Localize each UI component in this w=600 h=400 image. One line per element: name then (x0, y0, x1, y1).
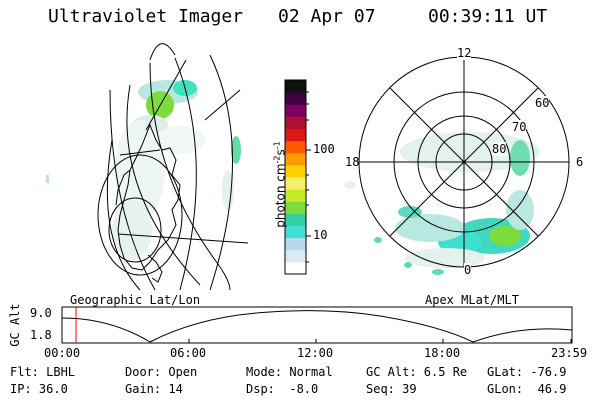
colorbar-segment (285, 80, 306, 93)
colorbar-unit-exp1: -2 (272, 155, 282, 164)
lat-label-60: 60 (535, 96, 550, 110)
colorbar-segment (285, 140, 306, 154)
info-glon: GLon: 46.9 (487, 382, 567, 396)
polar-plot (344, 56, 570, 275)
colorbar-segment (285, 177, 306, 190)
info-mode: Mode: Normal (246, 365, 333, 379)
time-label: 00:39:11 UT (428, 6, 548, 27)
colorbar-segment (285, 104, 306, 117)
aurora-emission-polar (344, 132, 540, 275)
mlt-label-6: 6 (576, 155, 584, 169)
timeline-y-max: 9.0 (30, 306, 52, 320)
lat-label-70: 70 (512, 120, 527, 134)
timeline-y-min: 1.8 (30, 328, 52, 342)
aurora-emission-left (46, 80, 241, 260)
apex-panel-label: Apex MLat/MLT (425, 293, 519, 307)
info-seq: Seq: 39 (366, 382, 417, 396)
colorbar-unit-label: photon cm-2s-1 (273, 125, 288, 245)
timeline-x-0000: 00:00 (44, 346, 81, 360)
geographic-panel-label: Geographic Lat/Lon (70, 293, 201, 307)
date-label: 02 Apr 07 (278, 6, 376, 27)
info-filter: Flt: LBHL (10, 365, 76, 379)
info-gc-alt: GC Alt: 6.5 Re (366, 365, 468, 379)
timeline-axis-label: GC Alt (8, 303, 22, 347)
colorbar-segment (285, 237, 306, 251)
altitude-timeline (61, 306, 573, 344)
info-door: Door: Open (125, 365, 198, 379)
colorbar-segment (285, 116, 306, 130)
info-ip: IP: 36.0 (10, 382, 68, 396)
colorbar-segment (285, 261, 306, 275)
colorbar-segment (285, 249, 306, 263)
lat-label-80: 80 (492, 142, 507, 156)
colorbar-tick-100: 100 (313, 142, 335, 156)
colorbar-segment (285, 201, 306, 214)
instrument-title: Ultraviolet Imager (48, 6, 244, 27)
geographic-map (46, 43, 249, 291)
colorbar-tick-10: 10 (313, 228, 328, 242)
colorbar-segment (285, 164, 306, 178)
info-dsp: Dsp: -8.0 (246, 382, 319, 396)
colorbar-unit-mid: s (273, 149, 288, 156)
mlt-label-12: 12 (457, 46, 472, 60)
timeline-x-0600: 06:00 (170, 346, 207, 360)
timeline-x-1800: 18:00 (424, 346, 461, 360)
timeline-x-2359: 23:59 (551, 346, 588, 360)
info-gain: Gain: 14 (125, 382, 183, 396)
colorbar (285, 80, 306, 275)
colorbar-segment (285, 152, 306, 166)
timeline-x-1200: 12:00 (297, 346, 334, 360)
colorbar-segment (285, 92, 306, 105)
mlt-label-0: 0 (464, 263, 472, 277)
mlt-label-18: 18 (345, 155, 360, 169)
colorbar-segment (285, 189, 306, 202)
colorbar-segment (285, 213, 306, 227)
colorbar-unit-exp2: -1 (272, 141, 282, 150)
info-glat: GLat: -76.9 (487, 365, 567, 379)
colorbar-segment (285, 128, 306, 142)
colorbar-unit-base: photon cm (273, 163, 288, 228)
colorbar-segment (285, 225, 306, 239)
